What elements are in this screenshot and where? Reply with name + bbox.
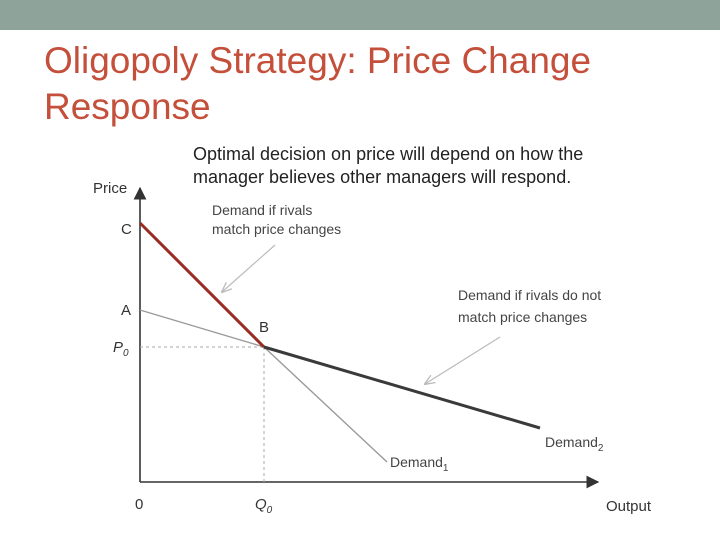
demand2-subscript: 2 [598, 443, 604, 454]
top-color-band [0, 0, 720, 30]
match-note-arrow [222, 244, 276, 292]
q0-main: Q [255, 496, 267, 513]
nomatch-note: Demand if rivals do not match price chan… [458, 287, 605, 325]
point-a-label: A [121, 302, 131, 319]
subtitle-line1: Optimal decision on price will depend on… [193, 144, 584, 164]
point-c-label: C [121, 221, 132, 238]
y-axis-label: Price [93, 180, 127, 197]
origin-label: 0 [135, 496, 143, 513]
match-note: Demand if rivals match price changes [212, 202, 341, 237]
slide-subtitle: Optimal decision on price will depend on… [193, 143, 693, 189]
slide-title-line2: Response [44, 86, 211, 127]
demand2-main: Demand [545, 434, 598, 450]
nomatch-note-arrow [425, 336, 501, 384]
kinked-demand-lower [263, 345, 541, 430]
slide-title-line1: Oligopoly Strategy: Price Change [44, 40, 592, 81]
match-note-line1: Demand if rivals [212, 202, 312, 218]
demand2-label: Demand2 [545, 434, 604, 454]
subtitle-line2: manager believes other managers will res… [193, 167, 572, 187]
demand1-label: Demand1 [390, 454, 449, 474]
q0-subscript: 0 [267, 505, 273, 516]
point-b-label: B [259, 319, 269, 336]
p0-main: P [113, 339, 123, 356]
nomatch-note-line2: match price changes [458, 309, 587, 325]
q0-label: Q0 [255, 496, 273, 516]
demand1-curve [263, 346, 388, 463]
x-axis-label: Output [606, 498, 652, 515]
slide-title: Oligopoly Strategy: Price Change Respons… [44, 38, 704, 130]
kinked-demand-upper [138, 221, 266, 349]
p0-subscript: 0 [123, 348, 129, 359]
p0-label: P0 [113, 339, 129, 359]
demand1-subscript: 1 [443, 463, 449, 474]
demand2-upper-segment [139, 309, 265, 348]
demand1-main: Demand [390, 454, 443, 470]
match-note-line2: match price changes [212, 221, 341, 237]
nomatch-note-line1: Demand if rivals do not [458, 287, 601, 303]
